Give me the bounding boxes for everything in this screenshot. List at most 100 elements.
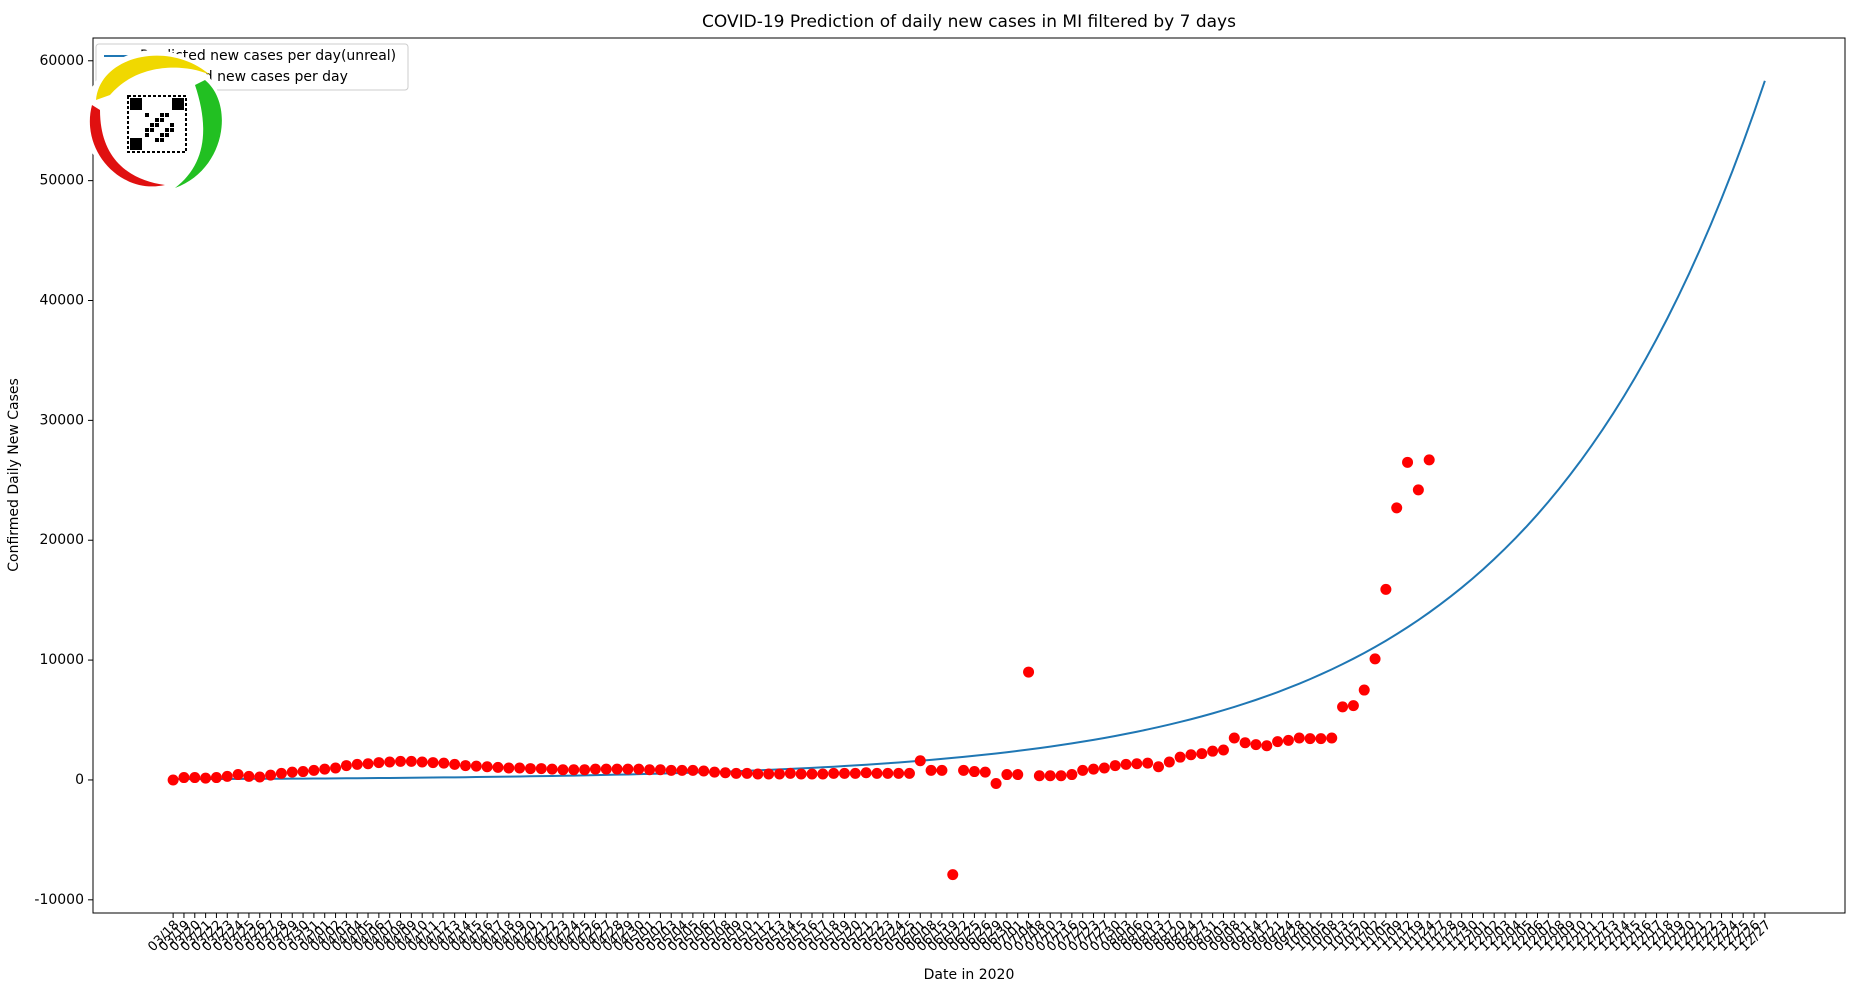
data-point	[882, 767, 894, 779]
data-point	[1293, 732, 1305, 744]
data-point	[1304, 733, 1316, 745]
data-point	[308, 764, 320, 776]
data-point	[330, 762, 342, 774]
data-point	[1402, 456, 1414, 468]
y-tick-label: 50000	[39, 173, 84, 189]
data-point	[503, 762, 515, 774]
logo-yellow	[96, 55, 210, 100]
logo-qr-cell	[150, 123, 154, 127]
data-point	[828, 767, 840, 779]
data-point	[1282, 734, 1294, 746]
data-point	[254, 771, 266, 783]
legend-label: Predicted new cases per day(unreal)	[140, 48, 396, 64]
data-point	[622, 763, 634, 775]
data-point	[319, 763, 331, 775]
data-point	[979, 766, 991, 778]
data-point	[1228, 732, 1240, 744]
data-point	[1120, 758, 1132, 770]
data-point	[481, 761, 493, 773]
data-point	[1012, 769, 1024, 781]
data-point	[633, 763, 645, 775]
data-point	[1152, 761, 1164, 773]
y-tick-label: 0	[75, 772, 84, 788]
data-point	[1098, 762, 1110, 774]
logo-qr-cell	[155, 123, 159, 127]
data-point	[1239, 737, 1251, 749]
data-point	[990, 778, 1002, 790]
logo-qr-cell	[165, 133, 169, 137]
chart-title: COVID-19 Prediction of daily new cases i…	[702, 12, 1236, 32]
data-point	[1066, 769, 1078, 781]
data-point	[1196, 748, 1208, 760]
data-point	[221, 770, 233, 782]
data-point	[1369, 653, 1381, 665]
data-point	[1217, 744, 1229, 756]
data-point	[687, 764, 699, 776]
data-point	[362, 758, 374, 770]
data-point	[600, 763, 612, 775]
logo-qr-corner	[172, 98, 184, 110]
logo-qr-cell	[155, 118, 159, 122]
logo-qr-corner	[130, 98, 142, 110]
data-point	[968, 766, 980, 778]
data-point	[914, 755, 926, 767]
data-point	[1044, 770, 1056, 782]
data-point	[1131, 758, 1143, 770]
logo-qr-cell	[160, 113, 164, 117]
logo-red	[89, 105, 165, 187]
data-point	[1423, 454, 1435, 466]
data-point	[1033, 770, 1045, 782]
data-point	[416, 756, 428, 768]
data-point	[665, 764, 677, 776]
data-point	[719, 767, 731, 779]
data-point	[200, 772, 212, 784]
data-point	[644, 764, 656, 776]
data-point	[568, 764, 580, 776]
logo-green	[175, 80, 222, 188]
data-point	[1315, 733, 1327, 745]
y-tick-label: -10000	[34, 892, 84, 908]
data-point	[958, 764, 970, 776]
data-point	[1163, 756, 1175, 768]
logo-qr-cell	[170, 123, 174, 127]
data-point	[1391, 502, 1403, 514]
data-point	[210, 772, 222, 784]
data-point	[654, 764, 666, 776]
logo-qr-cell	[160, 133, 164, 137]
data-point	[351, 758, 363, 770]
data-point	[189, 772, 201, 784]
data-point	[1142, 757, 1154, 769]
prediction-line	[173, 80, 1766, 781]
data-point	[784, 767, 796, 779]
data-point	[752, 768, 764, 780]
data-point	[1272, 736, 1284, 748]
data-point	[1023, 666, 1035, 678]
data-point	[1347, 700, 1359, 712]
logo-qr-cell	[145, 128, 149, 132]
logo-qr-cell	[145, 133, 149, 137]
data-point	[1185, 749, 1197, 761]
data-point	[405, 755, 417, 767]
y-tick-label: 60000	[39, 53, 84, 69]
data-point	[676, 764, 688, 776]
data-point	[1207, 745, 1219, 757]
data-point	[395, 755, 407, 767]
logo-qr-cell	[155, 138, 159, 142]
data-point	[449, 758, 461, 770]
y-tick-label: 20000	[39, 532, 84, 548]
x-axis-label: Date in 2020	[924, 967, 1015, 983]
data-point	[903, 767, 915, 779]
data-point	[470, 760, 482, 772]
data-point	[1001, 769, 1013, 781]
data-point	[817, 768, 829, 780]
data-point	[297, 766, 309, 778]
data-point	[1055, 770, 1067, 782]
data-point	[265, 769, 277, 781]
data-point	[893, 767, 905, 779]
data-point	[178, 772, 190, 784]
data-point	[1250, 739, 1262, 751]
data-point	[730, 767, 742, 779]
data-point	[611, 763, 623, 775]
